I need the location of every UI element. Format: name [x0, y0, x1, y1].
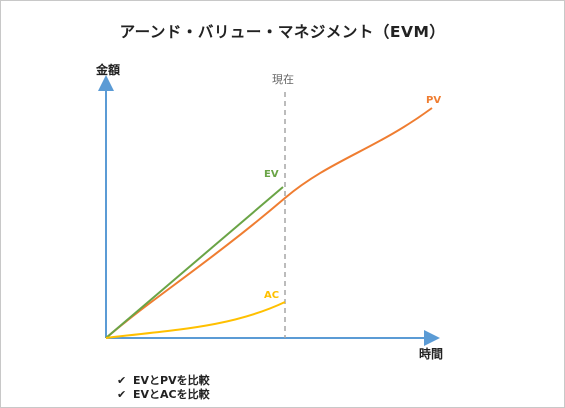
- check-icon: ✔: [117, 388, 127, 401]
- checklist-item-text: EVとACを比較: [133, 388, 210, 401]
- checklist-item: ✔ EVとACを比較: [117, 388, 210, 402]
- y-axis-label: 金額: [95, 62, 120, 77]
- checklist-item-text: EVとPVを比較: [133, 374, 210, 387]
- check-icon: ✔: [117, 374, 127, 387]
- ac-line: [105, 301, 286, 339]
- ev-line: [105, 186, 284, 339]
- now-label: 現在: [272, 73, 294, 86]
- checklist: ✔ EVとPVを比較 ✔ EVとACを比較: [117, 374, 210, 402]
- pv-line: [105, 107, 433, 339]
- ev-label: EV: [264, 169, 279, 180]
- checklist-item: ✔ EVとPVを比較: [117, 374, 210, 388]
- ac-label: AC: [264, 290, 279, 301]
- x-axis-label: 時間: [419, 346, 443, 361]
- pv-label: PV: [426, 95, 441, 106]
- diagram-title: アーンド・バリュー・マネジメント（EVM）: [119, 23, 446, 41]
